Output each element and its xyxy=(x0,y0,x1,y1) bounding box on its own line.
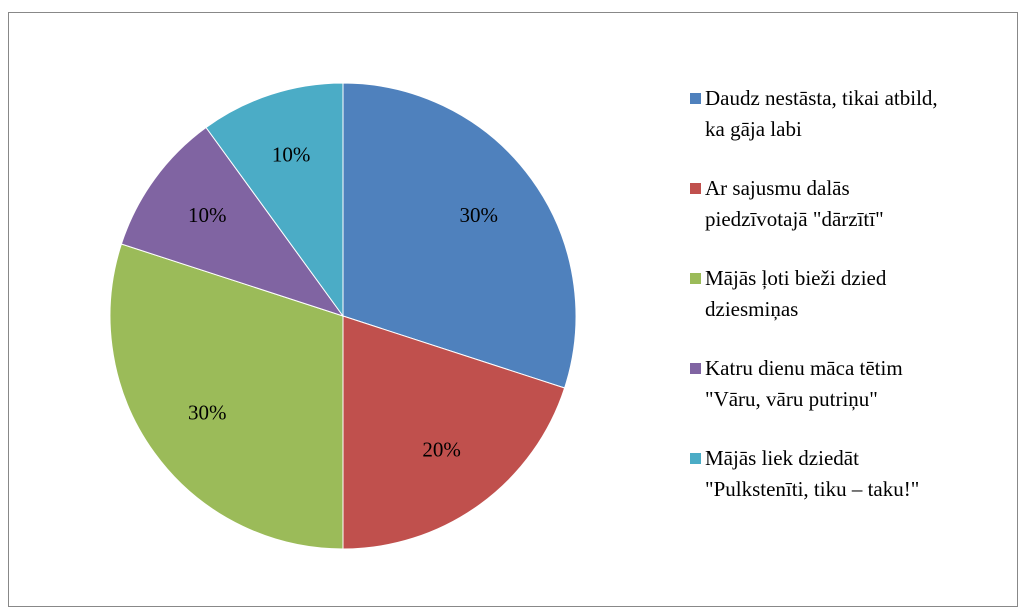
legend-label: Mājās ļoti bieži dzied dziesmiņas xyxy=(705,266,887,321)
legend-swatch xyxy=(690,93,701,104)
legend-label: Ar sajusmu dalās piedzīvotajā "dārzītī" xyxy=(705,176,884,231)
legend-item: Daudz nestāsta, tikai atbild, ka gāja la… xyxy=(690,83,1020,145)
legend-item: Mājās liek dziedāt "Pulkstenīti, tiku – … xyxy=(690,443,1020,505)
chart-border xyxy=(8,12,1018,607)
legend-swatch xyxy=(690,273,701,284)
legend-label: Katru dienu māca tētim "Vāru, vāru putri… xyxy=(705,356,903,411)
data-label: 10% xyxy=(272,142,311,166)
data-label: 10% xyxy=(188,203,227,227)
legend-swatch xyxy=(690,453,701,464)
legend-item: Ar sajusmu dalās piedzīvotajā "dārzītī" xyxy=(690,173,1020,235)
legend-label: Mājās liek dziedāt "Pulkstenīti, tiku – … xyxy=(705,446,920,501)
legend-label: Daudz nestāsta, tikai atbild, ka gāja la… xyxy=(705,86,938,141)
legend-item: Katru dienu māca tētim "Vāru, vāru putri… xyxy=(690,353,1020,415)
data-label: 30% xyxy=(459,203,498,227)
legend-swatch xyxy=(690,363,701,374)
data-label: 30% xyxy=(188,400,227,424)
pie-slice xyxy=(342,82,577,389)
legend-item: Mājās ļoti bieži dzied dziesmiņas xyxy=(690,263,1020,325)
legend-swatch xyxy=(690,183,701,194)
data-label: 20% xyxy=(422,438,461,462)
pie-slice xyxy=(205,82,344,318)
pie-slice xyxy=(109,243,344,550)
pie-slice xyxy=(120,126,345,317)
pie-slice xyxy=(342,315,566,550)
